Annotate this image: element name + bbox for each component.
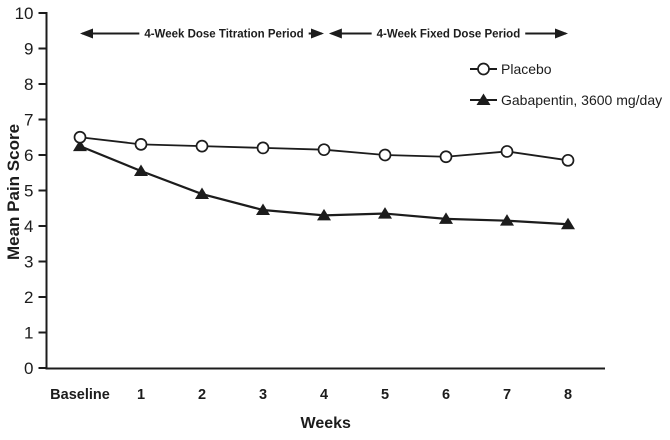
series-placebo [73,130,575,167]
x-tick-label: 7 [503,387,511,403]
legend-label: Placebo [501,61,552,77]
marker-placebo [561,153,575,167]
annotation-4-week-fixed-dose-period: 4-Week Fixed Dose Period [328,28,568,41]
marker-gabapentin-3600-mg-day [439,212,453,224]
x-tick-label: 4 [320,387,328,403]
y-tick-label: 10 [15,4,34,23]
y-tick-label: 5 [24,182,33,201]
marker-gabapentin-3600-mg-day [195,187,209,200]
marker-gabapentin-3600-mg-day [73,139,87,152]
legend-marker-gabapentin-3600-mg-day [476,93,491,105]
marker-placebo [73,130,87,144]
y-tick-label: 3 [24,253,33,272]
y-tick-label: 2 [24,288,33,307]
marker-placebo [439,150,453,164]
marker-gabapentin-3600-mg-day [317,208,331,221]
x-tick-label: 6 [442,387,450,403]
marker-placebo [500,145,514,158]
arrow-head-left [80,28,93,39]
marker-placebo [317,143,331,157]
y-tick-label: 8 [24,75,33,94]
legend-marker-placebo [477,62,490,76]
y-tick-label: 7 [24,111,33,130]
marker-placebo [378,148,392,162]
y-tick-label: 6 [24,146,33,165]
annotation-4-week-dose-titration-period: 4-Week Dose Titration Period [80,28,324,41]
y-tick-label: 4 [24,217,33,236]
y-tick-label: 9 [24,40,33,59]
y-tick-label: 1 [24,324,33,343]
annotation-label-bg [139,28,309,41]
x-tick-label: 2 [198,387,206,403]
marker-placebo [256,141,270,155]
x-tick-label: 3 [259,387,267,403]
arrow-head-right [311,28,324,39]
legend-item-gabapentin-3600-mg-day: Gabapentin, 3600 mg/day [470,92,662,108]
annotation-label: 4-Week Fixed Dose Period [377,29,521,41]
marker-gabapentin-3600-mg-day [134,164,148,176]
marker-gabapentin-3600-mg-day [378,207,392,219]
x-tick-label: 8 [564,387,572,403]
x-axis-title: Weeks [301,415,352,432]
y-tick-label: 0 [24,359,33,378]
marker-gabapentin-3600-mg-day [256,203,270,216]
marker-gabapentin-3600-mg-day [561,217,575,230]
annotation-label: 4-Week Dose Titration Period [144,29,303,41]
x-tick-label: 1 [137,387,145,403]
x-tick-label: Baseline [50,387,110,403]
marker-placebo [195,139,209,153]
x-tick-label: 5 [381,387,389,403]
arrow-head-left [328,28,342,39]
legend-label: Gabapentin, 3600 mg/day [501,92,662,108]
annotation-label-bg [371,28,526,41]
marker-gabapentin-3600-mg-day [500,214,514,226]
y-axis-title: Mean Pain Score [4,124,23,260]
marker-placebo [134,138,148,151]
legend-item-placebo: Placebo [470,61,552,77]
arrow-head-right [555,28,568,39]
series-gabapentin-3600-mg-day [73,139,575,230]
